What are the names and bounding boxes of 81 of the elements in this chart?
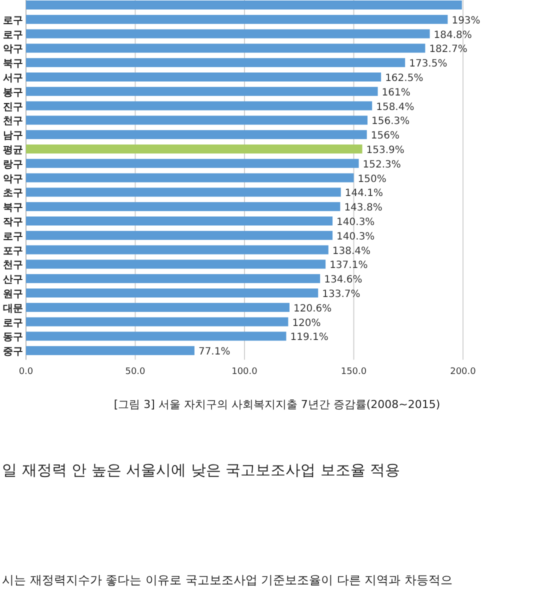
data-label: 120%: [292, 318, 321, 329]
bar: [26, 230, 333, 240]
text: [그림 3] 서울 자치구의 사회복지지출 7년간 증감률(2008~2015): [114, 398, 440, 411]
data-label: 140.3%: [336, 217, 375, 228]
y-tick-label: 초구: [3, 188, 23, 200]
data-label: 152.3%: [362, 159, 401, 170]
y-tick-label: 진구: [3, 102, 23, 113]
x-tick-label: 100.0: [232, 366, 258, 377]
y-tick-label: 남구: [3, 130, 23, 142]
bar: [26, 288, 318, 298]
y-tick-label: 천구: [3, 116, 23, 128]
y-tick-label: 로구: [3, 15, 23, 26]
y-tick-label: 악구: [3, 174, 23, 185]
data-label: 161%: [382, 87, 410, 98]
bar: [26, 216, 333, 226]
bar: [26, 14, 448, 24]
bar: [26, 302, 290, 312]
bar: [26, 245, 328, 254]
bar: [26, 332, 286, 341]
bar: [26, 202, 340, 212]
data-label: 193%: [452, 15, 480, 26]
y-tick-label: 로구: [3, 30, 23, 41]
bar: [26, 188, 341, 197]
y-tick-label: 북구: [3, 58, 23, 70]
x-tick-label: 0.0: [18, 366, 34, 377]
y-tick-label: 동구: [3, 332, 23, 344]
y-tick-label: 악구: [3, 44, 23, 56]
y-tick-label: 중구: [3, 346, 23, 358]
data-label: 77.1%: [198, 346, 230, 358]
bar: [26, 144, 362, 154]
data-label: 162.5%: [385, 73, 424, 84]
x-tick-label: 150.0: [340, 366, 367, 377]
data-label: 140.3%: [336, 231, 375, 242]
data-label: 153.9%: [366, 145, 404, 156]
data-label: 120.6%: [294, 303, 332, 314]
y-tick-label: 산구: [3, 274, 23, 286]
y-tick-label: 포구: [3, 246, 23, 257]
bar: [26, 317, 288, 326]
x-tick-label: 200.0: [450, 366, 476, 377]
data-label: 143.8%: [344, 202, 382, 214]
bar: [26, 260, 326, 269]
data-label: 156%: [370, 130, 400, 142]
bar: [26, 173, 354, 182]
bar: [26, 72, 382, 82]
bar: [26, 44, 426, 53]
bar: [26, 158, 359, 168]
y-tick-label: 천구: [3, 260, 23, 272]
data-label: 134.6%: [324, 274, 362, 286]
data-label: 158.4%: [376, 102, 414, 113]
y-tick-label: 대문: [3, 303, 23, 314]
y-tick-label: 평균: [3, 145, 23, 156]
y-tick-label: 북구: [3, 202, 23, 214]
y-tick-label: 서구: [3, 73, 23, 84]
data-label: 156.3%: [372, 116, 410, 128]
y-tick-label: 원구: [3, 289, 23, 300]
bar: [26, 346, 194, 356]
y-tick-label: 로구: [3, 231, 23, 242]
y-tick-label: 작구: [3, 217, 23, 228]
bar: [26, 274, 320, 284]
data-label: 150%: [358, 174, 386, 185]
data-label: 133.7%: [322, 289, 360, 300]
bar: [26, 0, 462, 10]
bar: [26, 116, 368, 125]
y-tick-label: 봉구: [3, 87, 23, 98]
bar: [26, 29, 430, 38]
data-label: 119.1%: [290, 332, 328, 344]
bar: [26, 101, 372, 110]
x-tick-label: 50.0: [125, 366, 146, 377]
data-label: 184.8%: [434, 30, 472, 41]
bar: [26, 130, 367, 140]
bar: [26, 58, 406, 68]
y-tick-label: 로구: [3, 318, 23, 329]
data-label: 173.5%: [409, 58, 448, 70]
text: 일 재정력 안 높은 서울시에 낮은 국고보조사업 보조율 적용: [2, 461, 400, 479]
bar: [26, 86, 378, 96]
text: 시는 재정력지수가 좋다는 이유로 국고보조사업 기준보조율이 다른 지역과 차등적으: [2, 573, 453, 587]
data-label: 137.1%: [330, 260, 368, 272]
data-label: 144.1%: [344, 188, 383, 200]
y-tick-label: 랑구: [3, 159, 23, 170]
data-label: 138.4%: [332, 246, 371, 257]
data-label: 182.7%: [429, 44, 468, 56]
